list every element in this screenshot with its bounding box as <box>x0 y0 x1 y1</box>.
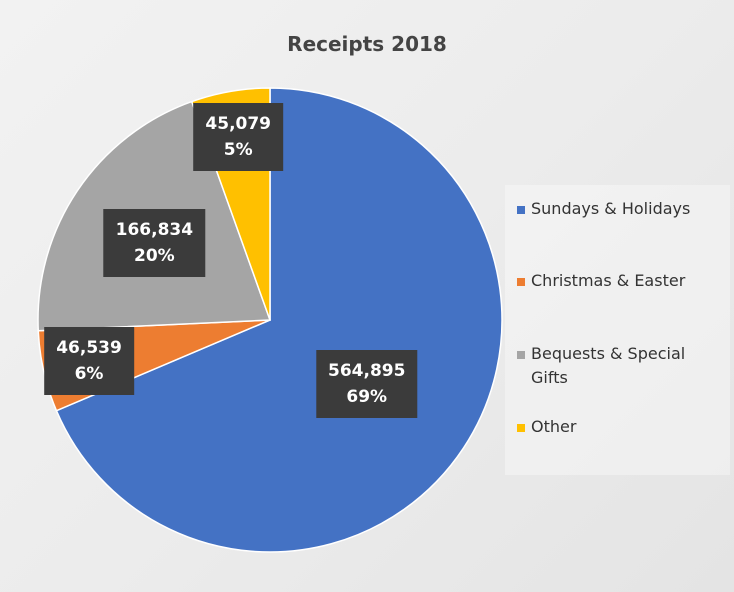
legend: Sundays & Holidays Christmas & Easter Bequ… <box>505 185 730 475</box>
percent-label: 69% <box>346 387 388 408</box>
legend-swatch <box>517 206 525 214</box>
legend-label: Sundays & Holidays <box>531 199 691 218</box>
legend-label: Christmas & Easter <box>531 271 686 290</box>
legend-label: Bequests & Special Gifts <box>531 344 686 387</box>
value-label: 166,834 <box>115 219 194 240</box>
value-label: 46,539 <box>56 338 122 359</box>
data-label: 166,834 20% <box>103 208 206 277</box>
legend-swatch <box>517 424 525 432</box>
percent-label: 5% <box>223 140 253 161</box>
data-label: 45,079 5% <box>193 103 284 172</box>
chart-title: Receipts 2018 <box>287 32 447 56</box>
legend-item: Bequests & Special Gifts <box>517 342 734 390</box>
legend-swatch <box>517 351 525 359</box>
legend-swatch <box>517 278 525 286</box>
legend-item: Christmas & Easter <box>517 269 734 293</box>
value-label: 45,079 <box>205 114 272 135</box>
data-label: 46,539 6% <box>44 327 134 396</box>
legend-item: Sundays & Holidays <box>517 197 734 221</box>
legend-item: Other <box>517 415 734 439</box>
legend-label: Other <box>531 417 577 436</box>
data-label: 564,895 69% <box>316 350 418 419</box>
percent-label: 20% <box>133 245 175 266</box>
pie-slice <box>55 87 503 553</box>
percent-label: 6% <box>74 364 104 385</box>
value-label: 564,895 <box>328 361 406 382</box>
